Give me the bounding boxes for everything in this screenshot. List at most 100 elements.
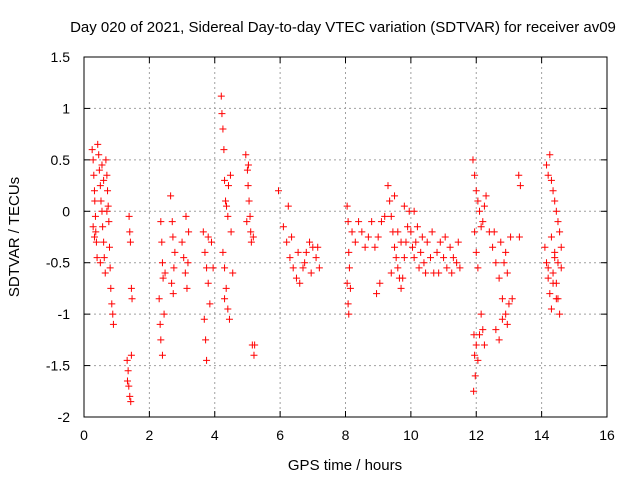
data-point bbox=[294, 248, 302, 256]
data-point bbox=[105, 218, 113, 226]
data-point bbox=[472, 248, 480, 256]
y-axis-tick-labels: -2 -1.5 -1 -0.5 0 0.5 1 1.5 bbox=[46, 49, 70, 425]
data-point bbox=[428, 228, 436, 236]
data-point bbox=[554, 259, 562, 267]
data-point bbox=[479, 326, 487, 334]
data-point bbox=[400, 202, 408, 210]
data-point bbox=[492, 326, 500, 334]
data-point bbox=[407, 228, 415, 236]
data-point bbox=[199, 228, 207, 236]
data-point bbox=[102, 156, 110, 164]
data-point bbox=[387, 269, 395, 277]
data-point bbox=[127, 284, 135, 292]
data-point bbox=[109, 310, 117, 318]
data-point bbox=[423, 238, 431, 246]
data-point bbox=[109, 320, 117, 328]
data-point bbox=[472, 341, 480, 349]
data-point bbox=[160, 310, 168, 318]
data-point bbox=[180, 254, 188, 262]
data-point bbox=[225, 315, 233, 323]
data-point bbox=[218, 110, 226, 118]
data-point bbox=[368, 218, 376, 226]
data-point bbox=[547, 233, 555, 241]
data-point bbox=[345, 310, 353, 318]
data-point bbox=[480, 202, 488, 210]
data-point bbox=[96, 259, 104, 267]
data-point bbox=[242, 151, 250, 159]
data-point bbox=[391, 243, 399, 251]
data-point bbox=[301, 259, 309, 267]
axis-ticks bbox=[83, 56, 608, 418]
data-point bbox=[345, 248, 353, 256]
data-point bbox=[105, 243, 113, 251]
data-point bbox=[302, 248, 310, 256]
data-point bbox=[417, 248, 425, 256]
data-point bbox=[377, 218, 385, 226]
data-point bbox=[157, 336, 165, 344]
data-point bbox=[508, 295, 516, 303]
data-point bbox=[551, 248, 559, 256]
data-point bbox=[413, 223, 421, 231]
data-point bbox=[391, 192, 399, 200]
data-point bbox=[158, 351, 166, 359]
y-tick-label: 0.5 bbox=[51, 152, 71, 168]
data-point bbox=[480, 341, 488, 349]
data-point bbox=[384, 182, 392, 190]
data-point bbox=[557, 243, 565, 251]
data-point bbox=[371, 243, 379, 251]
data-point bbox=[420, 259, 428, 267]
data-point bbox=[306, 238, 314, 246]
data-point bbox=[169, 233, 177, 241]
data-point bbox=[397, 238, 405, 246]
data-point bbox=[544, 264, 552, 272]
data-point bbox=[226, 171, 234, 179]
data-point bbox=[471, 171, 479, 179]
data-point bbox=[358, 228, 366, 236]
data-point bbox=[247, 228, 255, 236]
data-point bbox=[515, 171, 523, 179]
data-point bbox=[182, 212, 190, 220]
data-point bbox=[125, 212, 133, 220]
data-point bbox=[245, 197, 253, 205]
data-point bbox=[495, 274, 503, 282]
data-point bbox=[156, 320, 164, 328]
data-point bbox=[243, 166, 251, 174]
data-point bbox=[288, 233, 296, 241]
data-point bbox=[90, 171, 98, 179]
data-point bbox=[94, 140, 102, 148]
data-point bbox=[415, 264, 423, 272]
data-point bbox=[552, 295, 560, 303]
data-point bbox=[103, 207, 111, 215]
x-tick-label: 10 bbox=[403, 427, 419, 443]
data-point bbox=[503, 320, 511, 328]
data-point bbox=[251, 341, 259, 349]
data-point bbox=[441, 233, 449, 241]
data-point bbox=[283, 238, 291, 246]
data-point bbox=[410, 254, 418, 262]
data-point bbox=[489, 243, 497, 251]
data-point bbox=[224, 305, 232, 313]
data-point bbox=[126, 238, 134, 246]
data-point bbox=[207, 238, 215, 246]
chart-title: Day 020 of 2021, Sidereal Day-to-day VTE… bbox=[70, 19, 616, 36]
data-point bbox=[229, 269, 237, 277]
data-point bbox=[433, 248, 441, 256]
data-point bbox=[221, 176, 229, 184]
data-point bbox=[96, 182, 104, 190]
data-point bbox=[91, 212, 99, 220]
x-tick-label: 6 bbox=[276, 427, 284, 443]
data-point bbox=[219, 248, 227, 256]
data-point bbox=[284, 202, 292, 210]
data-point bbox=[181, 269, 189, 277]
data-point bbox=[299, 264, 307, 272]
data-point bbox=[106, 264, 114, 272]
data-point bbox=[500, 259, 508, 267]
data-point bbox=[343, 202, 351, 210]
data-point bbox=[409, 243, 417, 251]
data-point bbox=[446, 243, 454, 251]
data-point bbox=[307, 269, 315, 277]
grid-lines bbox=[84, 57, 607, 417]
data-point bbox=[474, 356, 482, 364]
x-tick-label: 14 bbox=[534, 427, 550, 443]
